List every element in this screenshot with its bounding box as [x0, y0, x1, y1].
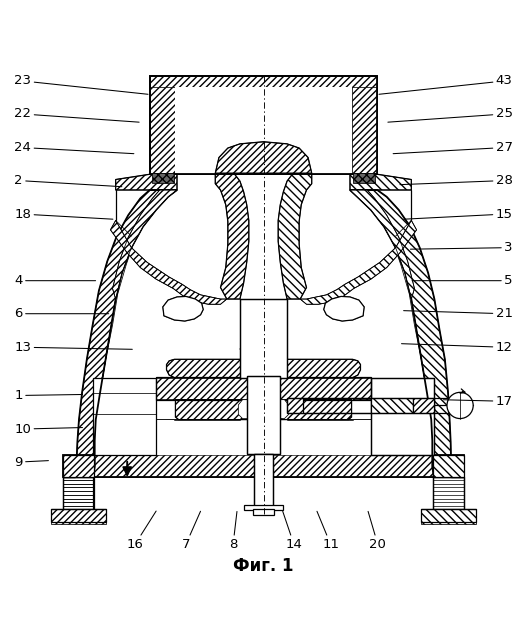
- Polygon shape: [324, 296, 364, 321]
- Text: 27: 27: [393, 141, 512, 154]
- Text: 24: 24: [15, 141, 134, 154]
- Bar: [433, 477, 464, 509]
- Bar: [240, 299, 287, 378]
- Bar: [352, 76, 377, 174]
- Polygon shape: [113, 190, 177, 299]
- Polygon shape: [215, 142, 312, 173]
- Polygon shape: [215, 174, 249, 299]
- Polygon shape: [175, 400, 352, 420]
- Text: 15: 15: [404, 207, 512, 221]
- Polygon shape: [163, 296, 203, 321]
- Polygon shape: [63, 420, 464, 477]
- Bar: [150, 76, 377, 87]
- Text: 11: 11: [317, 511, 339, 551]
- Polygon shape: [278, 174, 312, 299]
- Polygon shape: [350, 174, 412, 190]
- Polygon shape: [156, 420, 371, 455]
- Text: 25: 25: [388, 108, 512, 122]
- Bar: [421, 520, 476, 524]
- Bar: [254, 454, 259, 506]
- Bar: [152, 173, 174, 182]
- Text: 16: 16: [126, 511, 156, 551]
- Bar: [93, 378, 156, 455]
- Polygon shape: [111, 220, 227, 304]
- Bar: [287, 397, 303, 413]
- Text: 12: 12: [402, 340, 512, 354]
- Bar: [150, 76, 377, 174]
- Bar: [278, 299, 287, 378]
- Text: 21: 21: [404, 307, 512, 320]
- Bar: [371, 378, 434, 455]
- Bar: [51, 520, 106, 524]
- Polygon shape: [167, 349, 360, 378]
- Text: 1: 1: [15, 389, 83, 402]
- Text: 8: 8: [229, 511, 237, 551]
- Text: 17: 17: [443, 395, 512, 408]
- Polygon shape: [156, 376, 371, 400]
- Bar: [268, 454, 273, 506]
- Polygon shape: [350, 190, 434, 477]
- Polygon shape: [238, 400, 289, 419]
- Text: 28: 28: [400, 174, 512, 187]
- Bar: [371, 378, 434, 455]
- Text: 23: 23: [15, 74, 148, 94]
- Text: 22: 22: [15, 108, 139, 122]
- Bar: [272, 376, 280, 454]
- Bar: [353, 173, 375, 182]
- Text: 5: 5: [412, 274, 512, 287]
- Polygon shape: [300, 220, 416, 304]
- Polygon shape: [350, 190, 464, 477]
- Bar: [254, 454, 273, 506]
- Polygon shape: [93, 190, 177, 477]
- Bar: [421, 509, 476, 522]
- Polygon shape: [350, 190, 414, 299]
- Bar: [150, 76, 175, 174]
- Bar: [254, 454, 273, 506]
- Text: 18: 18: [15, 207, 113, 221]
- Text: 2: 2: [15, 174, 122, 187]
- Bar: [51, 509, 106, 522]
- Bar: [243, 504, 284, 510]
- Bar: [253, 509, 274, 515]
- Bar: [247, 376, 280, 454]
- Bar: [63, 477, 94, 509]
- Text: 43: 43: [379, 74, 512, 94]
- Bar: [287, 397, 455, 413]
- Bar: [247, 376, 255, 454]
- Bar: [371, 397, 413, 413]
- Bar: [156, 420, 371, 455]
- Polygon shape: [115, 174, 177, 190]
- Text: 20: 20: [368, 511, 386, 551]
- Bar: [63, 455, 94, 477]
- Text: 10: 10: [15, 422, 83, 436]
- Bar: [175, 87, 352, 174]
- Bar: [371, 378, 434, 455]
- Text: 4: 4: [15, 274, 95, 287]
- Text: 13: 13: [15, 340, 132, 354]
- Bar: [150, 76, 377, 174]
- Polygon shape: [63, 190, 177, 477]
- Polygon shape: [324, 296, 364, 321]
- Bar: [247, 376, 280, 454]
- Text: 9: 9: [15, 456, 48, 468]
- Text: 14: 14: [283, 511, 302, 551]
- Bar: [413, 397, 434, 413]
- Text: Фиг. 1: Фиг. 1: [233, 557, 294, 575]
- Bar: [240, 299, 287, 378]
- Text: 3: 3: [411, 241, 512, 254]
- Text: 7: 7: [182, 511, 200, 551]
- Bar: [433, 455, 464, 477]
- Circle shape: [447, 392, 473, 419]
- Polygon shape: [163, 296, 203, 321]
- Bar: [240, 299, 249, 378]
- Text: 6: 6: [15, 307, 109, 320]
